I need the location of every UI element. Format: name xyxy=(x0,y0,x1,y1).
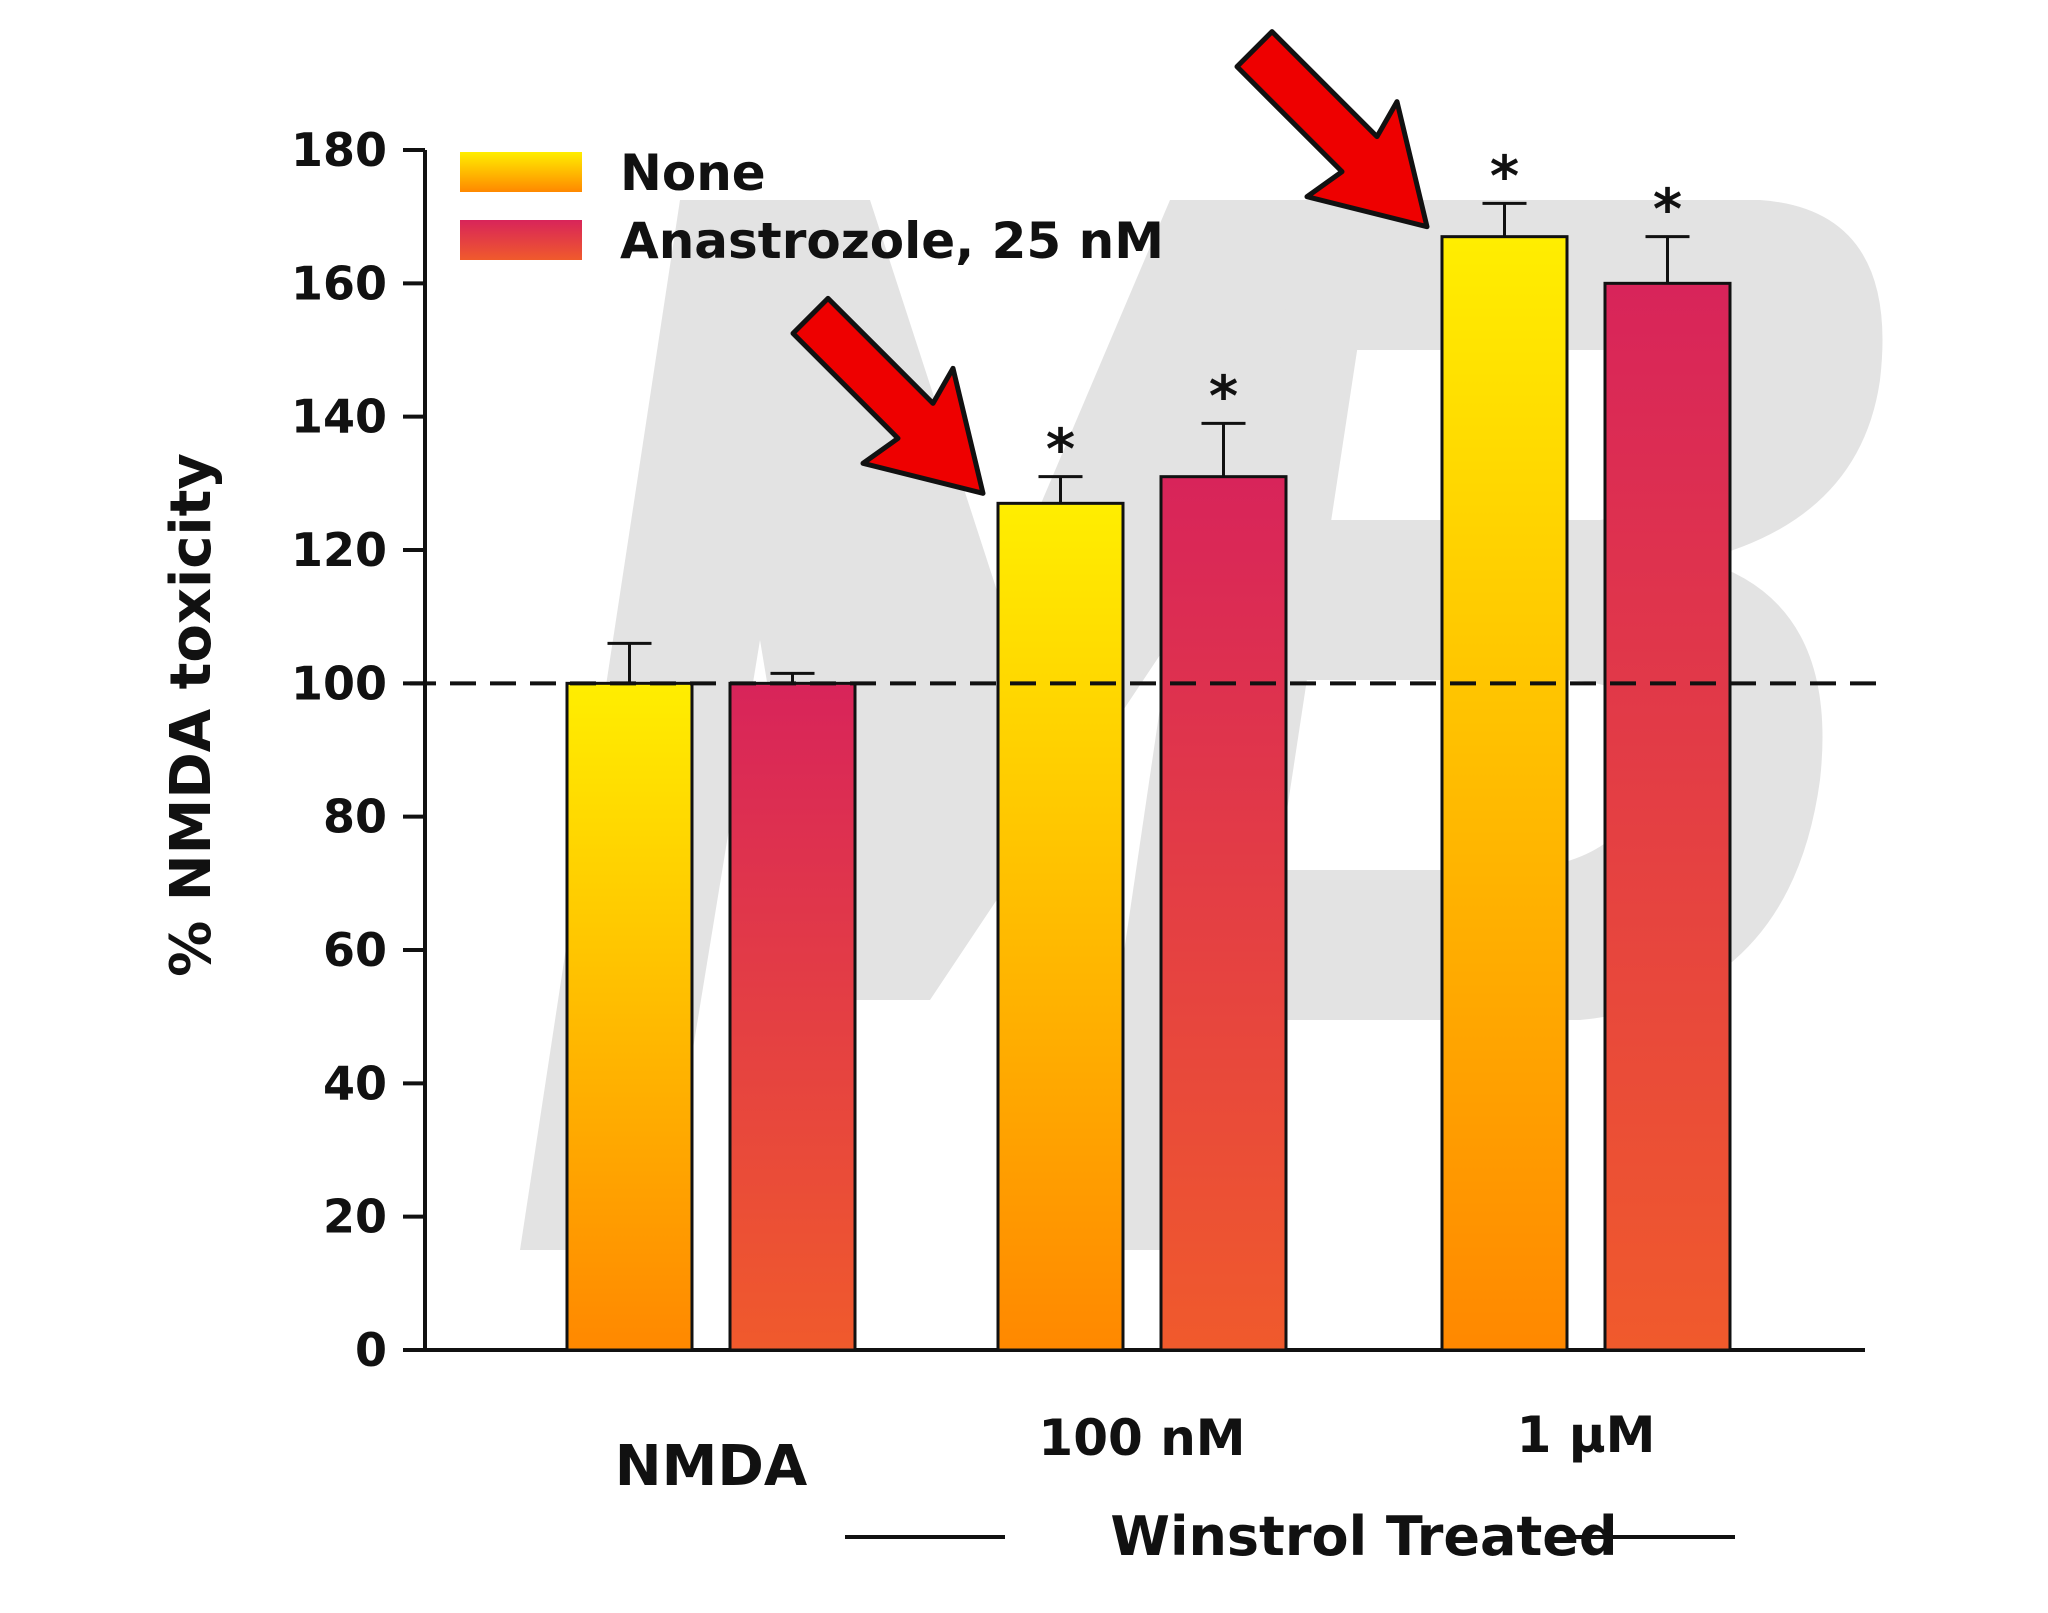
y-axis-title: % NMDA toxicity xyxy=(159,453,224,977)
legend-label-1: Anastrozole, 25 nM xyxy=(620,212,1164,270)
y-tick-label: 80 xyxy=(323,790,387,844)
arrows xyxy=(790,29,1430,496)
y-tick-label: 140 xyxy=(291,390,387,444)
significance-star: * xyxy=(1209,364,1238,429)
group-label: Winstrol Treated xyxy=(1110,1505,1617,1568)
bar-0-2 xyxy=(1440,235,1569,1352)
y-tick-label: 100 xyxy=(291,656,387,710)
legend-swatch-1 xyxy=(460,220,582,260)
legend-label-0: None xyxy=(620,144,766,202)
bar-0-1 xyxy=(996,501,1125,1352)
significance-star: * xyxy=(1490,144,1519,209)
arrow-icon xyxy=(790,295,986,496)
bar-1-0 xyxy=(728,681,857,1352)
significance-star: * xyxy=(1046,418,1075,483)
significance-stars: * * * * xyxy=(1046,144,1682,482)
y-tick-label: 120 xyxy=(291,523,387,577)
category-label-0: NMDA xyxy=(615,1434,808,1499)
axes: 0 20 40 60 80 100 120 140 160 180 xyxy=(291,123,1865,1377)
legend-swatch-0 xyxy=(460,152,582,192)
bar-0-0 xyxy=(565,681,694,1352)
significance-star: * xyxy=(1653,178,1682,243)
arrow-icon xyxy=(1234,29,1430,230)
category-labels: NMDA 100 nM 1 μM Winstrol Treated xyxy=(615,1406,1735,1568)
y-tick-label: 40 xyxy=(323,1056,387,1110)
bar-1-1 xyxy=(1159,475,1288,1352)
legend: None Anastrozole, 25 nM xyxy=(460,144,1164,270)
y-tick-label: 60 xyxy=(323,923,387,977)
category-label-2: 1 μM xyxy=(1517,1406,1656,1464)
error-bars xyxy=(607,201,1690,684)
bars xyxy=(565,235,1732,1352)
y-tick-label: 20 xyxy=(323,1190,387,1244)
bar-1-2 xyxy=(1603,281,1732,1352)
category-label-1: 100 nM xyxy=(1038,1409,1245,1467)
y-tick-label: 180 xyxy=(291,123,387,177)
y-tick-label: 0 xyxy=(355,1323,387,1377)
y-tick-label: 160 xyxy=(291,256,387,310)
